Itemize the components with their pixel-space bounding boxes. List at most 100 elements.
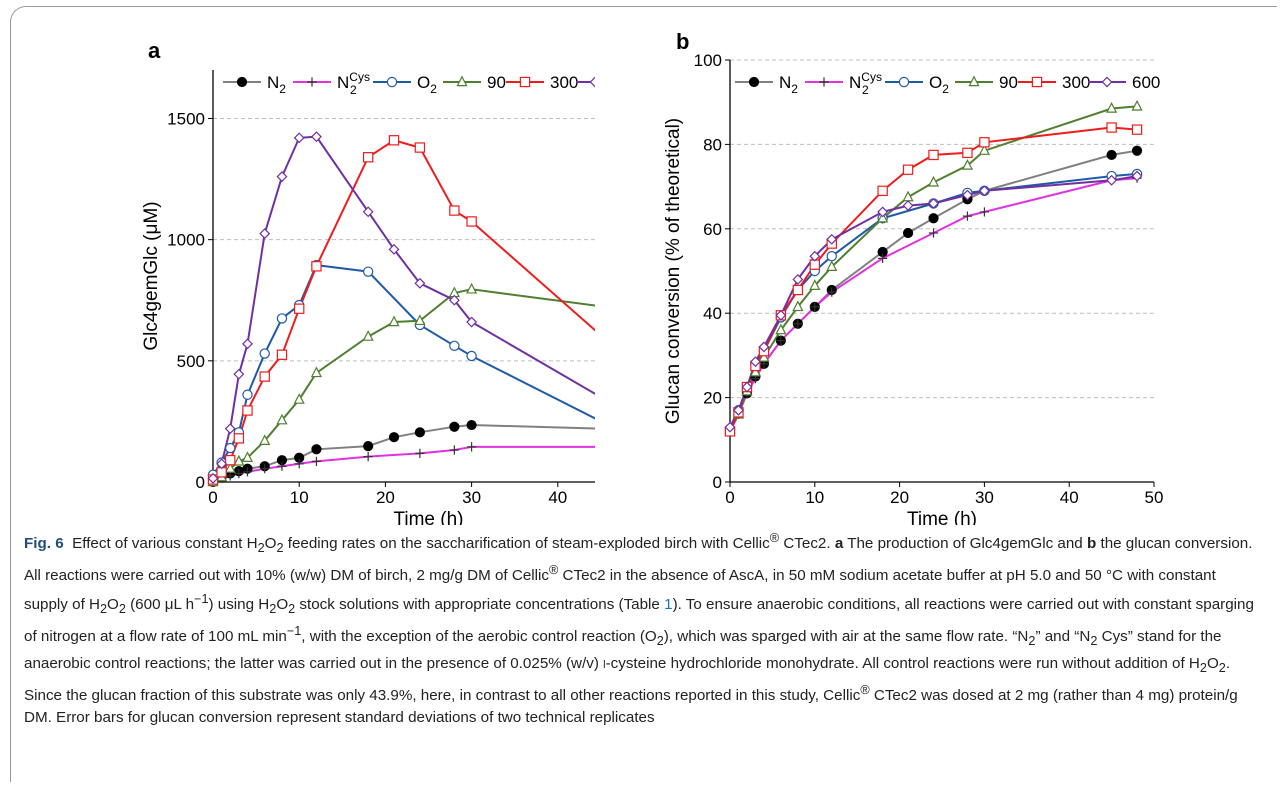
data-point-600 — [242, 338, 253, 350]
y-tick-label: 80 — [703, 135, 722, 154]
data-point-90 — [414, 314, 426, 326]
data-point-n2cys — [234, 468, 244, 479]
data-point-600 — [902, 200, 914, 212]
x-tick-label: 0 — [208, 488, 217, 507]
data-point-600 — [1106, 174, 1118, 186]
data-point-300 — [1131, 124, 1143, 135]
data-point-90 — [792, 300, 804, 312]
data-point-o2 — [225, 442, 236, 454]
data-point-n2cys — [776, 336, 786, 346]
y-tick-label: 60 — [703, 220, 722, 239]
data-point-90 — [233, 454, 245, 466]
y-tick-label: 100 — [694, 51, 722, 70]
x-tick-label: 50 — [1145, 488, 1164, 507]
data-point-600 — [1131, 170, 1143, 182]
data-point-600 — [877, 206, 889, 218]
data-point-300 — [792, 284, 804, 296]
data-point-600 — [362, 206, 374, 218]
data-point-90 — [466, 282, 478, 294]
data-point-600 — [466, 316, 478, 328]
data-point-600 — [414, 277, 426, 289]
legend-label: 300 — [550, 73, 578, 92]
legend-label: NCys 2 — [849, 70, 882, 97]
data-point-n2cys — [810, 302, 820, 312]
data-point-n2cys — [415, 448, 425, 459]
legend-label: N2 — [267, 73, 286, 96]
legend-marker — [519, 76, 531, 88]
data-point-n2cys — [294, 459, 304, 469]
data-point-90 — [826, 260, 838, 271]
panel-label-b: b — [676, 29, 690, 54]
y-tick-label: 0 — [196, 473, 205, 492]
y-tick-label: 1000 — [167, 231, 205, 250]
data-point-n2cys — [878, 253, 888, 263]
data-point-300 — [242, 405, 253, 416]
data-point-600 — [758, 341, 770, 353]
legend-marker — [1031, 76, 1043, 88]
data-point-n2cys — [827, 287, 837, 297]
legend-label: 600 — [1132, 73, 1160, 92]
figure-caption: Fig. 6 Effect of various constant H2O2 f… — [24, 531, 1254, 727]
data-point-600 — [448, 294, 460, 306]
caption-fig-label: Fig. 6 — [24, 535, 64, 553]
data-point-90 — [961, 159, 974, 170]
legend-label: 300 — [1062, 73, 1090, 92]
legend-label: 90 — [999, 73, 1018, 92]
data-point-300 — [225, 454, 236, 466]
data-point-n2 — [311, 444, 322, 455]
data-point-300 — [962, 147, 973, 159]
legend-label: O2 — [417, 73, 437, 96]
data-point-n2 — [466, 419, 477, 431]
x-tick-label: 40 — [548, 488, 567, 507]
legend-label: NCys 2 — [337, 70, 370, 97]
series-line-300 — [729, 126, 1138, 432]
legend-label: N2 — [779, 73, 798, 96]
data-point-90 — [809, 279, 821, 290]
x-tick-label: 40 — [1060, 488, 1079, 507]
data-point-600 — [826, 233, 838, 245]
data-point-n2 — [363, 441, 374, 452]
chart-a: 01020304050050010001500Time (h)Glc4gemGl… — [141, 70, 595, 525]
data-point-n2cys — [311, 456, 322, 466]
x-tick-label: 30 — [462, 488, 481, 507]
data-point-300 — [979, 137, 990, 148]
data-point-90 — [978, 144, 990, 155]
y-tick-label: 40 — [703, 304, 722, 323]
legend-label: 90 — [487, 73, 506, 92]
legend-label: O2 — [929, 73, 949, 96]
data-point-300 — [362, 152, 374, 163]
table-link[interactable]: 1 — [664, 595, 673, 613]
data-point-90 — [758, 351, 770, 362]
data-point-600 — [224, 423, 236, 435]
data-point-90 — [362, 330, 374, 341]
data-point-300 — [311, 261, 322, 272]
data-point-90 — [927, 175, 940, 187]
data-point-600 — [775, 309, 787, 321]
series-line-n2 — [729, 149, 1138, 430]
legend-marker — [748, 76, 760, 88]
data-point-90 — [877, 211, 889, 223]
data-point-600 — [733, 404, 744, 416]
data-point-90 — [241, 451, 254, 462]
series-line-600 — [212, 135, 595, 479]
figure-frame — [10, 6, 1277, 782]
data-point-600 — [310, 131, 322, 143]
y-tick-label: 0 — [713, 473, 722, 492]
data-point-300 — [466, 216, 477, 227]
data-point-600 — [724, 421, 736, 433]
series-line-90 — [729, 105, 1138, 430]
x-tick-label: 20 — [890, 488, 909, 507]
data-point-90 — [259, 434, 271, 445]
legend-marker — [968, 75, 980, 87]
legend-marker — [898, 76, 910, 88]
data-point-o2 — [466, 350, 477, 362]
data-point-600 — [792, 273, 804, 285]
data-point-n2cys — [260, 464, 270, 474]
data-point-o2 — [362, 266, 374, 277]
y-tick-label: 20 — [703, 389, 722, 408]
legend-marker — [236, 76, 248, 88]
data-point-90 — [388, 315, 400, 327]
data-point-90 — [1106, 102, 1118, 113]
data-point-600 — [293, 132, 305, 144]
data-point-90 — [293, 393, 305, 404]
